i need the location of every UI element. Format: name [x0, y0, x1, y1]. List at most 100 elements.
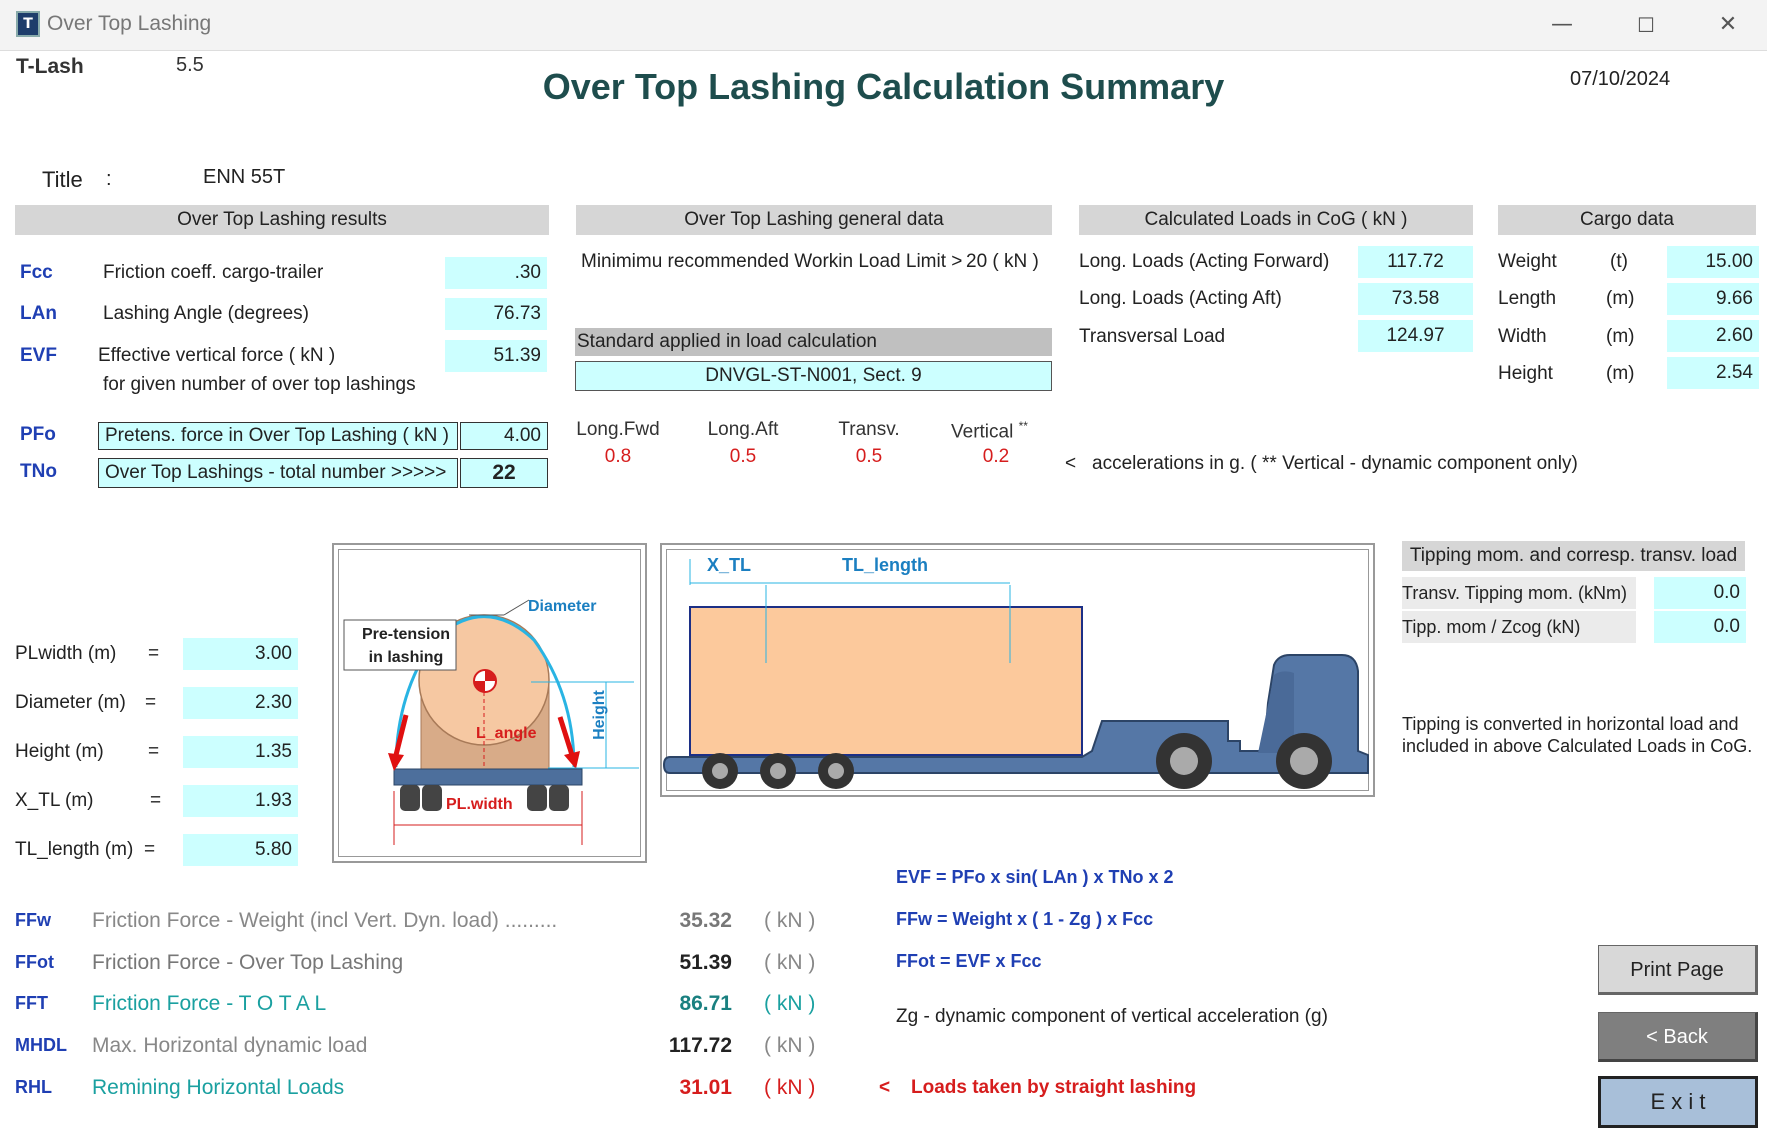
tipping-value-moment: 0.0	[1654, 577, 1746, 609]
dim-eq-height: =	[148, 741, 160, 762]
load-label-aft: Long. Loads (Acting Aft)	[1079, 288, 1282, 309]
exit-button[interactable]: E x i t	[1598, 1076, 1758, 1128]
fft-label: Friction Force - T O T A L	[92, 992, 327, 1015]
pretension-callout-box	[343, 619, 457, 671]
tno-code: TNo	[20, 461, 57, 482]
straight-lashing-arrow: <	[879, 1077, 891, 1098]
fft-code: FFT	[15, 993, 48, 1013]
tipping-header: Tipping mom. and corresp. transv. load	[1402, 541, 1745, 571]
accel-value-long-fwd: 0.8	[604, 446, 632, 467]
ffot-unit: ( kN )	[764, 951, 816, 974]
mhdl-value: 117.72	[668, 1034, 732, 1057]
loads-header: Calculated Loads in CoG ( kN )	[1079, 205, 1473, 235]
accel-label-vertical: Vertical **	[951, 419, 1028, 443]
dim-value-xtl: 1.93	[183, 785, 298, 817]
back-button[interactable]: < Back	[1598, 1012, 1758, 1062]
trailer-wheels	[400, 785, 569, 811]
straight-lashing-note: Loads taken by straight lashing	[911, 1077, 1197, 1098]
dim-label-diameter: Diameter (m)	[15, 692, 126, 713]
pretension-arrowhead-left	[388, 753, 404, 771]
pl-width-label: PL.width	[446, 796, 513, 813]
mhdl-unit: ( kN )	[764, 1034, 816, 1057]
doc-title-separator: :	[106, 168, 112, 190]
minimize-button[interactable]: —	[1551, 12, 1573, 37]
load-label-transv: Transversal Load	[1079, 326, 1226, 347]
tipping-label-moment: Transv. Tipping mom. (kNm)	[1402, 577, 1636, 609]
dim-eq-tllength: =	[144, 839, 156, 860]
tno-value[interactable]: 22	[460, 458, 548, 488]
trailer-deck	[393, 768, 583, 786]
pretension-arrow-left	[393, 714, 409, 756]
page-title: Over Top Lashing Calculation Summary	[542, 66, 1225, 107]
truck-wheels	[1156, 733, 1332, 789]
dim-value-tllength: 5.80	[183, 834, 298, 866]
ffw-code: FFw	[15, 910, 51, 930]
cargo-unit-weight: (t)	[1610, 251, 1628, 272]
formula-evf: EVF = PFo x sin( LAn ) x TNo x 2	[896, 867, 1174, 887]
evf-code: EVF	[20, 345, 57, 366]
pretension-callout: Pre-tension in lashing	[350, 623, 462, 669]
tipping-note: Tipping is converted in horizontal load …	[1402, 714, 1753, 756]
diameter-leader-2	[503, 599, 530, 616]
cargo-box	[689, 606, 1083, 756]
side-view-panel: X_TL TL_length	[660, 543, 1375, 797]
formula-ffw: FFw = Weight x ( 1 - Zg ) x Fcc	[896, 909, 1154, 929]
tno-label: Over Top Lashings - total number >>>>>	[98, 458, 458, 488]
dim-label-plwidth: PLwidth (m)	[15, 643, 117, 664]
app-name: T-Lash	[16, 55, 84, 78]
accel-label-long-fwd: Long.Fwd	[576, 419, 660, 440]
ffw-unit: ( kN )	[764, 909, 816, 932]
fcc-value: .30	[445, 257, 547, 289]
ffw-value: 35.32	[679, 909, 732, 932]
diameter-label: Diameter	[528, 598, 597, 615]
cargo-value-length: 9.66	[1667, 283, 1759, 315]
cargo-label-width: Width	[1498, 326, 1547, 347]
lashing-strap	[394, 615, 576, 768]
evf-value: 51.39	[445, 340, 547, 372]
results-header: Over Top Lashing results	[15, 205, 549, 235]
lan-label: Lashing Angle (degrees)	[103, 303, 309, 324]
pfo-value[interactable]: 4.00	[460, 422, 548, 450]
standard-value: DNVGL-ST-N001, Sect. 9	[575, 361, 1052, 391]
tipping-label-load: Tipp. mom / Zcog (kN)	[1402, 611, 1636, 643]
cargo-label-length: Length	[1498, 288, 1557, 309]
cargo-value-weight: 15.00	[1667, 246, 1759, 278]
mhdl-code: MHDL	[15, 1035, 67, 1055]
dim-eq-diameter: =	[145, 692, 157, 713]
rear-view-panel: Pre-tension in lashing Diameter Height L…	[332, 543, 647, 863]
app-version: 5.5	[176, 54, 204, 76]
mhdl-label: Max. Horizontal dynamic load	[92, 1034, 368, 1057]
pretension-line-1: Pre-tension	[361, 626, 450, 643]
cargo-unit-height: (m)	[1606, 363, 1635, 384]
maximize-button[interactable]: ☐	[1637, 13, 1655, 37]
accel-note: accelerations in g. ( ** Vertical - dyna…	[1092, 453, 1578, 474]
cargo-label-weight: Weight	[1498, 251, 1557, 272]
dim-label-xtl: X_TL (m)	[15, 790, 94, 811]
fcc-code: Fcc	[20, 262, 53, 283]
side-view-diagram	[662, 559, 1369, 789]
height-label: Height	[591, 690, 608, 740]
print-page-button[interactable]: Print Page	[1598, 945, 1758, 995]
truck-cab-shadow	[1258, 671, 1294, 753]
ffot-code: FFot	[15, 952, 54, 972]
window-titlebar	[0, 0, 1767, 51]
dim-label-tllength: TL_length (m)	[15, 839, 134, 860]
doc-title-value: ENN 55T	[203, 166, 286, 188]
lan-value: 76.73	[445, 298, 547, 330]
cargo-label-height: Height	[1498, 363, 1553, 384]
rhl-code: RHL	[15, 1077, 52, 1097]
accel-label-transv: Transv.	[838, 419, 900, 440]
load-value-transv: 124.97	[1358, 320, 1473, 352]
load-label-fwd: Long. Loads (Acting Forward)	[1079, 251, 1330, 272]
doc-title-label: Title	[42, 167, 83, 192]
accel-value-vertical: 0.2	[982, 446, 1010, 467]
xtl-label: X_TL	[707, 555, 752, 575]
accel-label-long-aft: Long.Aft	[707, 419, 779, 440]
report-date: 07/10/2024	[1570, 68, 1671, 90]
pretension-arrowhead-right	[564, 751, 580, 769]
evf-label: Effective vertical force ( kN )	[98, 345, 336, 366]
pfo-label: Pretens. force in Over Top Lashing ( kN …	[98, 422, 458, 450]
accel-value-transv: 0.5	[855, 446, 883, 467]
close-button[interactable]: ✕	[1718, 12, 1738, 37]
app-icon: T	[16, 11, 40, 37]
